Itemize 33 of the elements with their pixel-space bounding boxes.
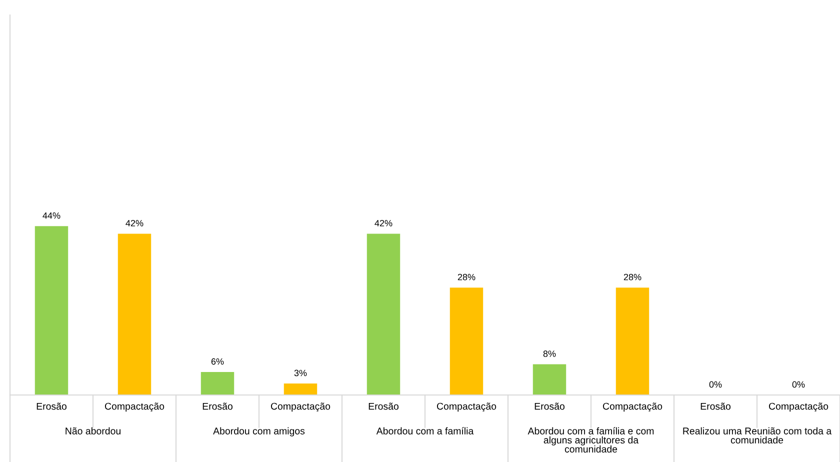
x-tick-label: Abordou com a família bbox=[376, 427, 474, 434]
text: Erosão bbox=[202, 402, 232, 410]
bar bbox=[450, 288, 484, 395]
x-tick-label: Realizou uma Reunião com toda a comunidade bbox=[683, 427, 832, 444]
bar bbox=[532, 364, 566, 395]
text: 42% bbox=[126, 220, 144, 226]
text: Compactação bbox=[769, 402, 828, 412]
text: 44% bbox=[42, 212, 60, 219]
bar bbox=[366, 234, 400, 395]
bar bbox=[34, 226, 68, 395]
x-tick-label: Abordou com a família e com alguns agricultores da comunidade bbox=[528, 427, 654, 453]
text: Compactação bbox=[271, 402, 330, 412]
text: Compactação bbox=[603, 402, 662, 412]
text: Compactação bbox=[437, 402, 496, 412]
text: 28% bbox=[458, 274, 476, 280]
text: 6% bbox=[211, 358, 224, 365]
series-label: Erosão bbox=[36, 402, 66, 410]
text: Erosão bbox=[368, 402, 398, 410]
x-tick-label: Abordou com amigos bbox=[213, 427, 305, 436]
text: 8% bbox=[543, 350, 556, 357]
bar bbox=[200, 372, 234, 395]
text: 0% bbox=[792, 381, 805, 388]
text: 42% bbox=[374, 220, 392, 226]
x-tick-label: Não abordou bbox=[66, 427, 120, 434]
text: Erosão bbox=[534, 402, 564, 410]
bar bbox=[616, 288, 650, 395]
bar bbox=[284, 384, 318, 395]
bar bbox=[118, 234, 152, 395]
series-label: Compactação bbox=[105, 402, 164, 412]
text: Erosão bbox=[700, 402, 730, 410]
text: 0% bbox=[709, 381, 722, 388]
text: 3% bbox=[294, 370, 307, 376]
text: 28% bbox=[624, 274, 642, 280]
